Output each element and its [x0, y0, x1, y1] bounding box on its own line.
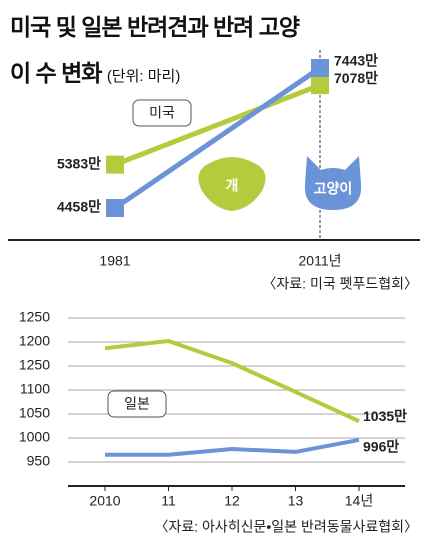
series-line [104, 339, 360, 424]
x-tick-label: 13 [288, 493, 304, 509]
value-label: 996만 [363, 439, 399, 455]
x-tick-label: 12 [224, 493, 240, 509]
source: 〈자료: 아사히신문•일본 반려동물사료협회〉 [154, 519, 418, 535]
subtitle: (단위: 마리) [106, 68, 181, 85]
source: 〈자료: 미국 펫푸드협회〉 [262, 276, 418, 292]
x-tick-label: 14년 [345, 493, 373, 509]
series-line [105, 437, 360, 457]
legend-label: 고양이 [314, 181, 353, 197]
x-tick-label: 2010 [89, 493, 120, 509]
chart-title: 미국 및 일본 반려견과 반려 고양이 수 변화 [10, 14, 300, 86]
marker [106, 199, 124, 217]
y-tick-label: 1100 [20, 381, 50, 397]
marker [106, 155, 124, 174]
y-tick-label: 1050 [19, 405, 50, 421]
region-label: 미국 [149, 105, 175, 121]
x-tick-label: 2011년 [299, 253, 342, 269]
y-tick-label: 1250 [19, 309, 50, 325]
value-label: 7443만 [334, 53, 378, 69]
value-label: 1035만 [363, 408, 407, 424]
value-label: 7078만 [334, 70, 378, 86]
y-tick-label: 1200 [19, 333, 50, 349]
legend-label: 개 [226, 178, 239, 194]
value-label: 4458만 [57, 199, 101, 215]
region-label: 일본 [124, 396, 150, 412]
value-label: 5383만 [57, 155, 101, 171]
region-box [107, 390, 167, 418]
title-block: 미국 및 일본 반려견과 반려 고양이 수 변화 (단위: 마리) [10, 4, 310, 100]
y-tick-label: 1000 [19, 429, 50, 445]
y-tick-label: 950 [27, 453, 51, 469]
series-line [114, 82, 321, 167]
y-tick-label: 1250 [19, 357, 50, 373]
x-tick-label: 1981 [99, 253, 130, 269]
marker [311, 76, 329, 95]
legend-icon [304, 156, 362, 210]
region-box [132, 99, 192, 127]
legend-icon [198, 157, 266, 211]
x-tick-label: 11 [161, 493, 176, 509]
marker [311, 59, 329, 77]
series-line [113, 65, 322, 211]
